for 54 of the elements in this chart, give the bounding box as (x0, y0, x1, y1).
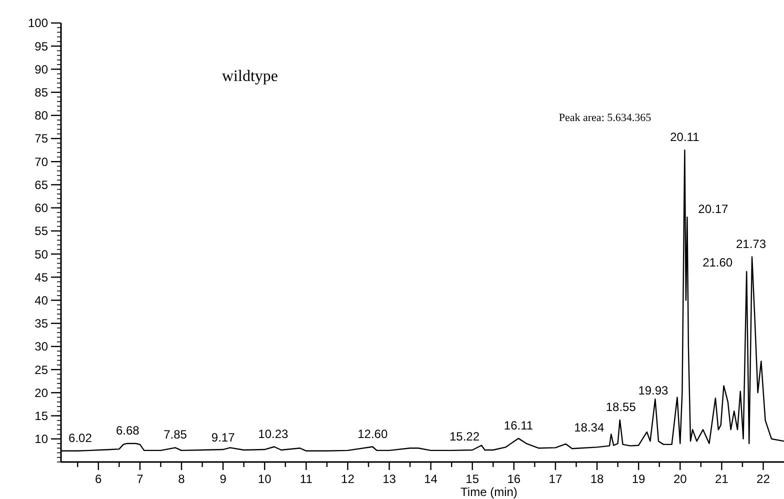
x-axis-title: Time (min) (460, 485, 518, 499)
y-tick-label: 20 (34, 386, 48, 400)
x-tick-label: 9 (220, 472, 227, 486)
annotation: 6.68 (116, 424, 140, 438)
annotation: 9.17 (211, 430, 236, 445)
annotation: 21.73 (736, 236, 766, 251)
y-tick-label: 50 (34, 247, 48, 262)
annotation: Peak area: 5.634.365 (558, 112, 652, 124)
y-tick-label: 15 (34, 408, 48, 423)
y-tick-label: 85 (34, 86, 48, 100)
y-tick-label: 75 (34, 132, 48, 146)
x-tick-label: 17 (548, 472, 562, 486)
x-tick-label: 16 (507, 472, 521, 486)
annotation: 12.60 (358, 426, 388, 441)
annotation: 16.11 (504, 418, 534, 432)
x-tick-label: 14 (424, 472, 438, 486)
y-tick-label: 100 (28, 16, 48, 30)
y-tick-label: 90 (34, 62, 48, 76)
x-tick-label: 13 (382, 472, 396, 486)
y-tick-label: 95 (34, 39, 48, 54)
x-tick-label: 20 (673, 472, 688, 486)
annotation: 6.02 (68, 430, 92, 445)
x-tick-label: 6 (95, 472, 102, 486)
annotation: 7.85 (164, 428, 188, 442)
x-tick-label: 8 (178, 472, 186, 486)
annotation: 10.23 (258, 426, 288, 441)
x-tick-label: 22 (756, 472, 770, 486)
y-tick-label: 40 (34, 293, 48, 308)
y-tick-label: 65 (34, 178, 48, 192)
annotation: 15.22 (449, 429, 480, 444)
y-tick-label: 55 (34, 224, 48, 238)
y-tick-label: 80 (34, 108, 48, 123)
y-tick-label: 45 (34, 270, 48, 284)
y-tick-label: 60 (34, 201, 48, 216)
y-tick-label: 35 (34, 316, 48, 331)
y-tick-label: 25 (34, 362, 48, 377)
annotation: wildtype (222, 68, 278, 85)
annotation: 20.17 (698, 202, 729, 216)
annotation: 20.11 (670, 130, 700, 144)
x-tick-label: 12 (341, 472, 355, 486)
y-tick-label: 70 (34, 154, 48, 169)
annotation: 21.60 (702, 256, 733, 270)
x-tick-label: 10 (258, 472, 272, 486)
x-tick-label: 15 (466, 472, 480, 486)
y-tick-label: 30 (34, 340, 48, 354)
annotation: 18.55 (606, 400, 636, 414)
x-tick-label: 7 (136, 472, 144, 486)
x-tick-label: 21 (714, 472, 729, 486)
x-tick-label: 11 (300, 472, 313, 486)
annotation: 19.93 (638, 383, 669, 398)
x-tick-label: 18 (590, 472, 604, 486)
annotation: 18.34 (574, 420, 604, 434)
x-tick-label: 19 (632, 472, 646, 486)
y-tick-label: 10 (34, 432, 48, 446)
